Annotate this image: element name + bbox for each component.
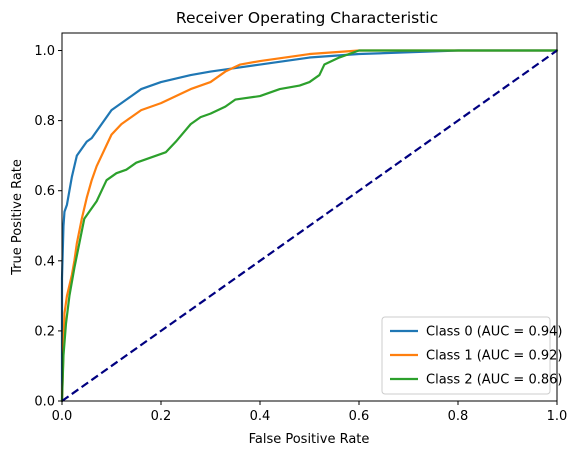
plot-border xyxy=(61,32,558,402)
y-tick-label: 0.4 xyxy=(34,254,55,269)
y-tick-label: 0.0 xyxy=(34,395,55,410)
legend-entry-label: Class 2 (AUC = 0.86) xyxy=(426,373,562,388)
y-axis-ticks: 0.0 0.2 0.4 0.6 0.8 1.0 xyxy=(34,44,62,410)
x-axis-ticks: 0.0 0.2 0.4 0.6 0.8 1.0 xyxy=(52,401,568,424)
chart-title: Receiver Operating Characteristic xyxy=(176,9,438,27)
series-line-class-2 xyxy=(60,49,559,403)
legend-entry-label: Class 0 (AUC = 0.94) xyxy=(426,325,562,340)
y-tick-label: 1.0 xyxy=(34,44,55,59)
legend-entry-label: Class 1 (AUC = 0.92) xyxy=(426,349,562,364)
series-line-class-1 xyxy=(60,49,559,403)
x-tick-label: 0.2 xyxy=(151,409,172,424)
series-line-class-0 xyxy=(60,49,559,403)
axes-layer xyxy=(61,32,558,402)
x-axis-label: False Positive Rate xyxy=(249,432,370,447)
x-tick-label: 0.8 xyxy=(448,409,469,424)
y-tick-label: 0.8 xyxy=(34,114,55,129)
x-tick-label: 0.4 xyxy=(250,409,271,424)
y-axis-label: True Positive Rate xyxy=(10,159,25,276)
series-layer xyxy=(60,49,559,403)
chance-diagonal-line xyxy=(61,49,558,402)
x-tick-label: 0.0 xyxy=(52,409,73,424)
x-tick-label: 0.6 xyxy=(349,409,370,424)
legend: Class 0 (AUC = 0.94) Class 1 (AUC = 0.92)… xyxy=(381,316,562,395)
y-tick-label: 0.6 xyxy=(34,184,55,199)
y-tick-label: 0.2 xyxy=(34,324,55,339)
legend-box xyxy=(381,316,551,395)
x-tick-label: 1.0 xyxy=(547,409,568,424)
